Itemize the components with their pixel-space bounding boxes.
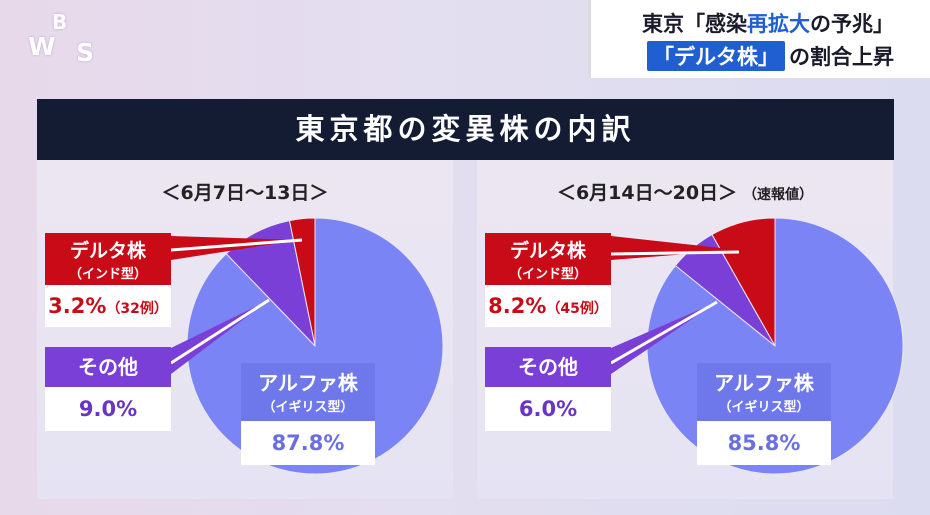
delta-value-box-1: 3.2%（32例）	[45, 285, 171, 327]
delta-sub-2: （インド型）	[508, 267, 587, 282]
other-value-1: 9.0%	[45, 387, 171, 431]
alpha-name-1: アルファ株	[258, 371, 358, 395]
alpha-label-box-1: アルファ株 （イギリス型）	[241, 363, 375, 421]
period-title-2-text: ＜6月14日〜20日＞	[556, 182, 738, 204]
headline-line-1: 東京「感染再拡大の予兆」	[642, 8, 894, 38]
delta-value-1: 3.2%	[48, 294, 107, 318]
headline-line2-post: の割合上昇	[789, 45, 894, 69]
period-title-2: ＜6月14日〜20日＞ （速報値）	[477, 178, 893, 205]
alpha-label-box-2: アルファ株 （イギリス型）	[697, 363, 831, 421]
headline-line2-box: 「デルタ株」	[647, 41, 785, 71]
headline-line-2: 「デルタ株」 の割合上昇	[647, 41, 894, 71]
delta-sub-1: （インド型）	[68, 267, 147, 282]
delta-name-1: デルタ株	[69, 240, 146, 262]
wbs-logo: W B S	[26, 8, 106, 74]
other-value-2: 6.0%	[485, 387, 611, 431]
alpha-name-2: アルファ株	[714, 371, 814, 395]
alpha-value-1: 87.8%	[241, 421, 375, 465]
panel-week-2: ＜6月14日〜20日＞ （速報値） デルタ株 （インド型） 8.2%（45例） そ…	[477, 160, 904, 499]
delta-value-2: 8.2%	[488, 294, 547, 318]
logo-letter-s: S	[76, 38, 95, 67]
headline-line1-pre: 東京「感染	[642, 12, 747, 36]
delta-cases-1: （32例）	[106, 301, 168, 317]
period-note-2: （速報値）	[743, 187, 814, 203]
chart-title: 東京都の変異株の内訳	[37, 99, 894, 160]
headline-line1-post: の予兆」	[810, 12, 894, 36]
panel-week-1: ＜6月7日〜13日＞ デルタ株 （インド型） 3.2%（32例） その他 9.0…	[37, 160, 453, 499]
headline-line1-accent: 再拡大	[747, 12, 810, 36]
delta-label-box-2: デルタ株 （インド型）	[485, 233, 611, 285]
alpha-sub-2: （イギリス型）	[718, 400, 810, 415]
logo-letter-b: B	[52, 10, 68, 34]
alpha-value-2: 85.8%	[697, 421, 831, 465]
delta-name-2: デルタ株	[509, 240, 586, 262]
period-title-1: ＜6月7日〜13日＞	[37, 178, 453, 205]
other-label-1: その他	[45, 347, 171, 387]
alpha-sub-1: （イギリス型）	[262, 400, 354, 415]
headline-banner: 東京「感染再拡大の予兆」 「デルタ株」 の割合上昇	[588, 0, 930, 78]
delta-label-box-1: デルタ株 （インド型）	[45, 233, 171, 285]
logo-letter-w: W	[28, 32, 56, 61]
other-label-2: その他	[485, 347, 611, 387]
period-title-1-text: ＜6月7日〜13日＞	[161, 182, 329, 204]
delta-value-box-2: 8.2%（45例）	[485, 285, 611, 327]
delta-cases-2: （45例）	[546, 301, 608, 317]
